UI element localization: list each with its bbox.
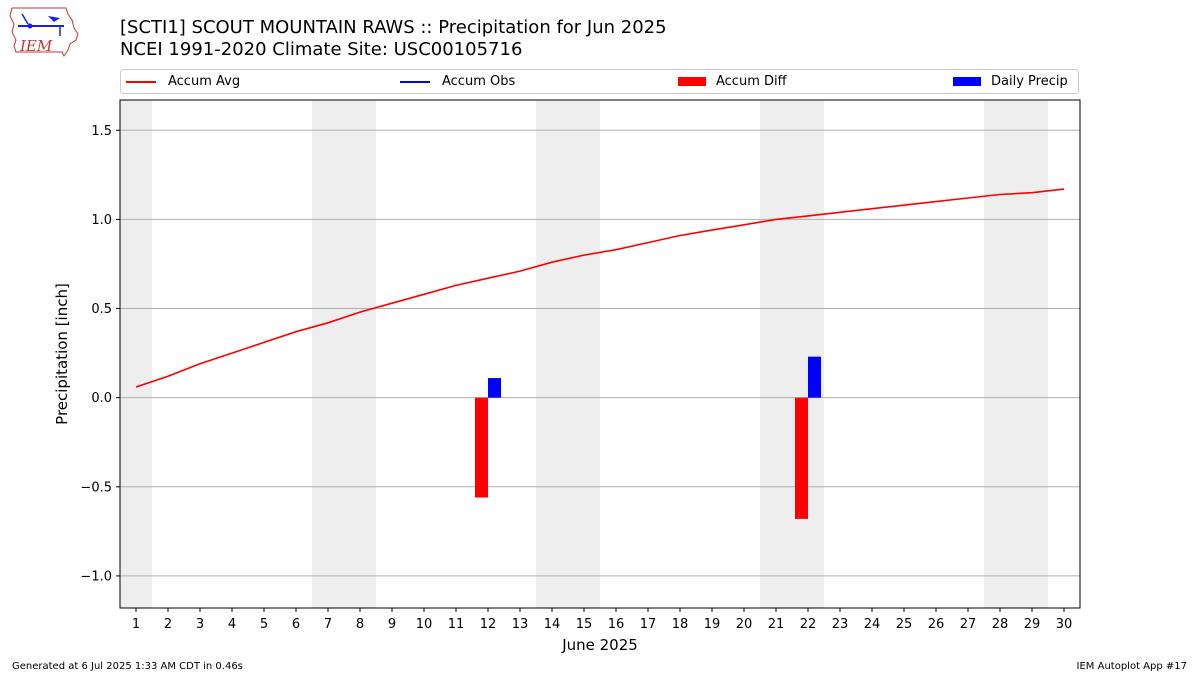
daily-precip-bar-day-12 (488, 378, 501, 398)
x-tick-label-10: 10 (416, 617, 433, 632)
legend-item-accum-avg: Accum Avg (126, 70, 240, 93)
x-tick-label-15: 15 (576, 617, 593, 632)
y-tick-label-1: −0.5 (80, 480, 112, 495)
x-tick-label-28: 28 (992, 617, 1009, 632)
legend-swatch-accum-avg (126, 80, 156, 83)
y-tick-label-4: 1.0 (91, 213, 112, 228)
legend-item-daily-precip: Daily Precip (953, 70, 1068, 93)
legend-item-accum-obs: Accum Obs (400, 70, 515, 93)
legend-label-accum-diff: Accum Diff (716, 74, 787, 89)
x-tick-label-8: 8 (356, 617, 364, 632)
y-tick-label-3: 0.5 (91, 302, 112, 317)
iem-logo: IEM (9, 7, 79, 57)
legend-label-accum-obs: Accum Obs (442, 74, 516, 89)
accum-diff-bar-day-22 (795, 397, 808, 519)
x-tick-label-12: 12 (480, 617, 497, 632)
x-tick-label-7: 7 (324, 617, 332, 632)
legend-label-accum-avg: Accum Avg (168, 74, 241, 89)
x-tick-label-5: 5 (260, 617, 268, 632)
x-tick-label-26: 26 (928, 617, 945, 632)
x-tick-label-3: 3 (196, 617, 204, 632)
x-tick-label-17: 17 (640, 617, 657, 632)
x-tick-label-1: 1 (132, 617, 140, 632)
legend-label-daily-precip: Daily Precip (991, 74, 1068, 89)
weekend-band-3 (760, 100, 824, 608)
x-tick-label-18: 18 (672, 617, 689, 632)
daily-precip-bar-day-22 (808, 356, 821, 398)
y-tick-label-5: 1.5 (91, 124, 112, 139)
x-tick-label-24: 24 (864, 617, 881, 632)
weekend-band-2 (536, 100, 600, 608)
x-tick-label-16: 16 (608, 617, 625, 632)
x-tick-label-29: 29 (1024, 617, 1041, 632)
legend-swatch-accum-obs (400, 80, 430, 83)
chart-title: [SCTI1] SCOUT MOUNTAIN RAWS :: Precipita… (120, 17, 667, 38)
weekend-band-4 (984, 100, 1048, 608)
weekend-band-0 (120, 100, 152, 608)
x-tick-label-11: 11 (448, 617, 465, 632)
x-tick-label-21: 21 (768, 617, 785, 632)
x-tick-label-19: 19 (704, 617, 721, 632)
chart-legend: Accum Avg Accum Obs Accum Diff Daily Pre… (120, 69, 1079, 94)
generated-timestamp: Generated at 6 Jul 2025 1:33 AM CDT in 0… (12, 661, 243, 672)
autoplot-app-label: IEM Autoplot App #17 (1076, 661, 1187, 672)
y-tick-label-2: 0.0 (91, 391, 112, 406)
x-tick-label-20: 20 (736, 617, 753, 632)
x-tick-label-6: 6 (292, 617, 300, 632)
x-tick-label-14: 14 (544, 617, 561, 632)
chart-subtitle: NCEI 1991-2020 Climate Site: USC00105716 (120, 39, 523, 60)
x-tick-label-23: 23 (832, 617, 849, 632)
weekend-band-1 (312, 100, 376, 608)
x-axis-label: June 2025 (561, 636, 638, 654)
x-tick-label-4: 4 (228, 617, 236, 632)
legend-item-accum-diff: Accum Diff (678, 70, 787, 93)
accum-diff-bar-day-12 (475, 397, 488, 498)
plot-frame (119, 99, 1081, 609)
x-tick-label-30: 30 (1056, 617, 1073, 632)
legend-swatch-accum-diff (678, 77, 706, 86)
accum-avg-line (135, 188, 1065, 388)
y-axis-label: Precipitation [inch] (53, 283, 71, 425)
x-tick-label-25: 25 (896, 617, 913, 632)
x-tick-label-22: 22 (800, 617, 817, 632)
y-tick-label-0: −1.0 (80, 569, 112, 584)
legend-swatch-daily-precip (953, 77, 981, 86)
x-tick-label-13: 13 (512, 617, 529, 632)
x-tick-label-2: 2 (164, 617, 172, 632)
svg-text:IEM: IEM (19, 37, 53, 55)
x-tick-label-27: 27 (960, 617, 977, 632)
x-tick-label-9: 9 (388, 617, 396, 632)
